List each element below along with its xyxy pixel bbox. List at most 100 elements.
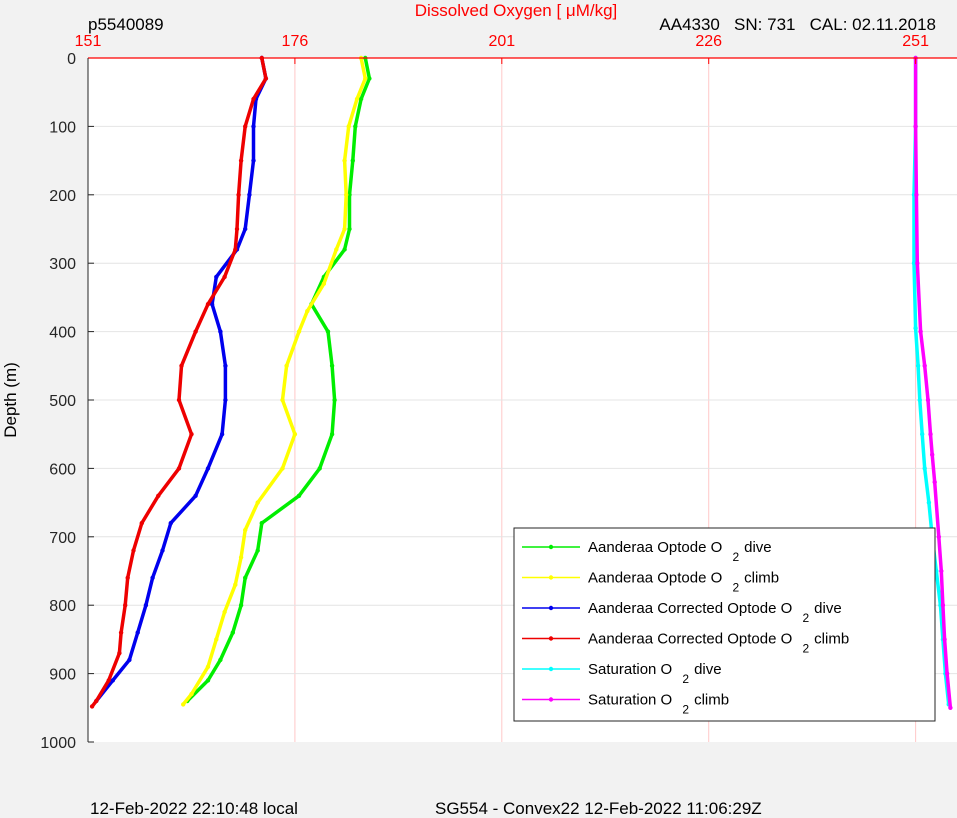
data-point [156, 493, 161, 498]
data-point [926, 500, 932, 505]
data-point [914, 192, 919, 197]
data-point [205, 678, 211, 683]
y-tick-label: 900 [49, 667, 76, 684]
series-3 [89, 55, 269, 709]
data-point [160, 548, 165, 553]
data-point [915, 261, 920, 266]
data-point [255, 548, 260, 553]
data-point [230, 630, 235, 635]
series-layer [89, 55, 953, 710]
data-point [350, 158, 355, 163]
legend-item: Aanderaa Corrected Optode O 2dive [522, 600, 842, 625]
data-point [123, 603, 128, 608]
header-right-text: AA4330 SN: 731 CAL: 02.11.2018 [659, 15, 936, 34]
data-point [193, 493, 198, 498]
data-point [284, 363, 289, 368]
data-point [131, 548, 136, 553]
data-point [367, 76, 372, 81]
data-point [948, 705, 953, 710]
data-point [193, 329, 198, 334]
header-left-text: p5540089 [88, 15, 164, 34]
data-point [168, 520, 173, 526]
data-point [922, 363, 927, 368]
data-point [332, 397, 337, 403]
data-point [918, 329, 923, 334]
data-point [922, 466, 927, 471]
data-point [317, 466, 322, 471]
legend-marker [548, 605, 554, 611]
data-point [939, 568, 944, 574]
x-tick-label: 151 [75, 33, 102, 50]
data-point [238, 603, 244, 608]
tick-labels: 151 176 201 226 251 0 100 200 300 400 500 600 700 800… [40, 33, 929, 752]
data-point [176, 466, 182, 471]
data-point [942, 637, 947, 642]
y-axis-label: Depth (m) [1, 362, 20, 438]
data-point [280, 397, 285, 403]
data-point [238, 555, 244, 560]
data-point [218, 329, 223, 334]
data-point [292, 432, 298, 437]
data-point [118, 630, 124, 635]
data-point [243, 527, 248, 533]
legend-label: Saturation O 2dive [588, 661, 722, 686]
data-point [329, 363, 335, 368]
data-point [181, 702, 186, 707]
legend-marker [548, 636, 554, 641]
y-tick-label: 1000 [40, 735, 76, 752]
data-point [209, 302, 215, 307]
data-point [205, 302, 211, 307]
data-point [189, 691, 194, 697]
data-point [353, 124, 358, 129]
data-point [334, 247, 339, 252]
data-point [329, 432, 335, 437]
data-point [936, 534, 941, 539]
x-tick-label: 176 [282, 33, 309, 50]
data-point [139, 520, 144, 526]
data-point [236, 192, 241, 197]
data-point [346, 124, 351, 129]
data-point [259, 520, 264, 526]
data-point [296, 493, 302, 498]
y-tick-label: 200 [49, 188, 76, 205]
data-point [915, 363, 921, 368]
data-point [150, 575, 155, 580]
data-point [234, 226, 240, 232]
data-point [179, 363, 184, 368]
x-tick-label: 251 [902, 33, 929, 50]
data-point [347, 226, 352, 232]
data-point [127, 657, 132, 663]
legend-item: Saturation O 2climb [522, 692, 729, 717]
y-tick-label: 100 [49, 119, 76, 136]
footer-left-text: 12-Feb-2022 22:10:48 local [90, 799, 298, 818]
data-point [106, 678, 111, 683]
data-point [233, 247, 238, 252]
data-point [219, 432, 225, 437]
legend-marker [548, 666, 554, 672]
y-tick-label: 500 [49, 393, 76, 410]
x-tick-label: 226 [695, 33, 722, 50]
data-point [925, 397, 931, 403]
data-point [928, 432, 933, 437]
data-point [218, 657, 223, 663]
data-point [205, 664, 211, 669]
data-point [263, 76, 269, 81]
data-point [296, 329, 302, 334]
data-point [233, 582, 238, 587]
legend-box [513, 527, 936, 722]
data-point [238, 158, 244, 163]
legend: Aanderaa Optode O 2dive Aanderaa Optode O… [513, 527, 936, 722]
legend-marker [548, 575, 554, 580]
legend-marker [548, 697, 554, 702]
data-point [223, 397, 228, 403]
y-tick-label: 600 [49, 461, 76, 478]
data-point [205, 466, 211, 471]
x-axis-label: Dissolved Oxygen [ μM/kg] [415, 1, 618, 20]
data-point [243, 575, 248, 580]
data-point [913, 124, 918, 129]
legend-item: Aanderaa Corrected Optode O 2climb [522, 631, 849, 656]
data-point [243, 226, 248, 232]
data-point [305, 308, 310, 314]
footer-center-text: SG554 - Convex22 12-Feb-2022 11:06:29Z [435, 799, 762, 818]
legend-label: Aanderaa Corrected Optode O 2climb [588, 631, 849, 656]
